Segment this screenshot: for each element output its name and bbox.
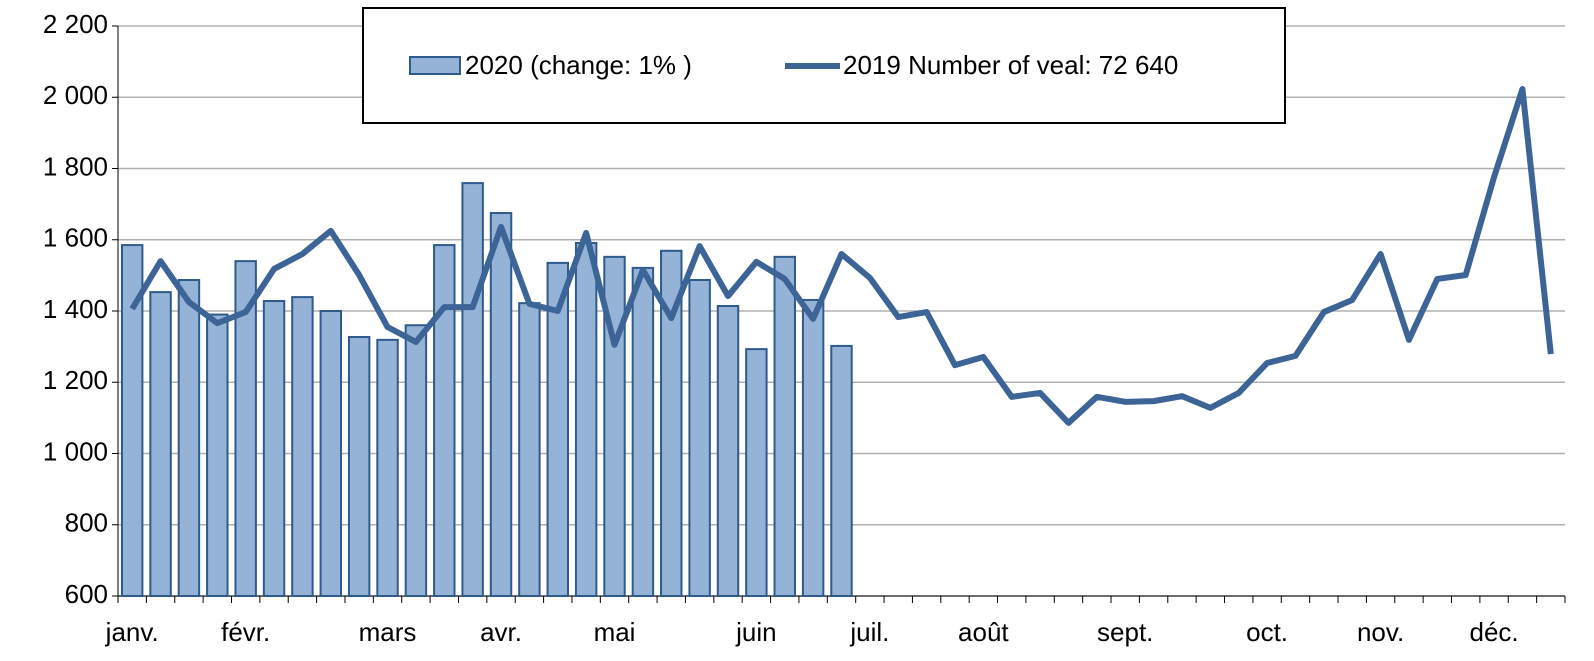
bar bbox=[206, 313, 229, 597]
bar bbox=[234, 260, 257, 597]
bar bbox=[461, 182, 484, 597]
legend-label: 2020 (change: 1% ) bbox=[465, 50, 692, 80]
legend-swatch bbox=[409, 56, 461, 75]
y-tick-label: 1 400 bbox=[43, 294, 108, 324]
x-tick-label: avr. bbox=[480, 617, 522, 647]
x-tick-label: mars bbox=[359, 617, 417, 647]
x-tick-label: janv. bbox=[105, 617, 159, 647]
x-tick-label: déc. bbox=[1469, 617, 1518, 647]
y-tick-label: 1 000 bbox=[43, 436, 108, 466]
y-tick-label: 2 000 bbox=[43, 80, 108, 110]
y-tick-label: 1 800 bbox=[43, 151, 108, 181]
bar bbox=[518, 302, 541, 597]
x-tick-label: août bbox=[958, 617, 1009, 647]
bar bbox=[773, 255, 796, 597]
y-tick-label: 1 600 bbox=[43, 223, 108, 253]
bar bbox=[120, 244, 144, 597]
bar bbox=[801, 298, 825, 597]
bar bbox=[546, 261, 569, 597]
bar bbox=[716, 305, 740, 597]
x-tick-label: juil. bbox=[849, 617, 889, 647]
bar bbox=[745, 348, 768, 597]
x-tick-label: juin bbox=[735, 617, 776, 647]
bar bbox=[574, 241, 598, 598]
bar bbox=[262, 300, 286, 597]
bar bbox=[489, 212, 513, 597]
x-tick-label: sept. bbox=[1097, 617, 1153, 647]
x-tick-label: oct. bbox=[1246, 617, 1288, 647]
bar bbox=[376, 338, 399, 597]
bar bbox=[347, 336, 371, 597]
y-tick-label: 800 bbox=[65, 508, 108, 538]
x-tick-label: févr. bbox=[221, 617, 270, 647]
bar bbox=[603, 255, 626, 597]
y-tick-label: 1 200 bbox=[43, 365, 108, 395]
x-tick-label: nov. bbox=[1357, 617, 1404, 647]
bar bbox=[404, 324, 428, 597]
bar bbox=[177, 279, 201, 597]
bar bbox=[660, 249, 683, 597]
bar bbox=[631, 266, 655, 597]
bar bbox=[149, 291, 172, 597]
bar bbox=[688, 279, 711, 597]
line bbox=[129, 86, 1554, 426]
bar bbox=[319, 310, 343, 597]
bar bbox=[433, 244, 456, 597]
y-tick-label: 600 bbox=[65, 579, 108, 609]
bar bbox=[830, 344, 853, 597]
x-tick-label: mai bbox=[594, 617, 636, 647]
bar bbox=[291, 296, 314, 597]
legend-label: 2019 Number of veal: 72 640 bbox=[843, 50, 1178, 80]
y-tick-label: 2 200 bbox=[43, 9, 108, 39]
